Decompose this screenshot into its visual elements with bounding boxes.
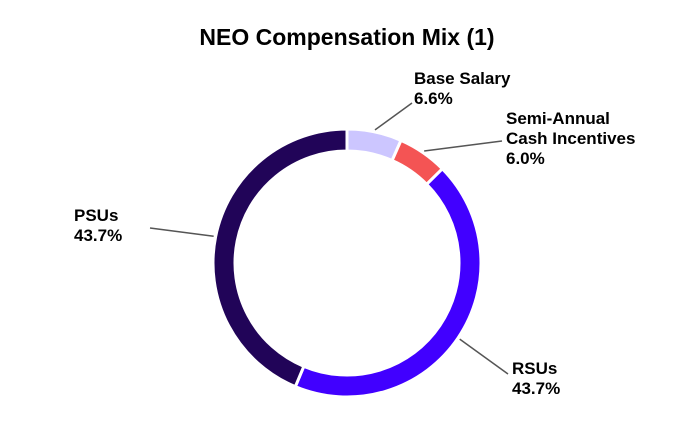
slice-label-psus: PSUs	[74, 206, 118, 225]
chart-title: NEO Compensation Mix (1)	[199, 24, 495, 50]
slice-value-psus: 43.7%	[74, 226, 122, 245]
slice-label-semi-annual-cash-incentives: Cash Incentives	[506, 129, 635, 148]
leader-line-rsus	[459, 338, 509, 375]
leader-line-base-salary	[374, 102, 413, 131]
slice-label-rsus: RSUs	[512, 359, 557, 378]
slice-rsus	[293, 166, 483, 399]
slice-value-rsus: 43.7%	[512, 379, 560, 398]
slice-value-base-salary: 6.6%	[414, 89, 453, 108]
slice-label-base-salary: Base Salary	[414, 69, 511, 88]
slice-label-semi-annual-cash-incentives: Semi-Annual	[506, 109, 610, 128]
slice-value-semi-annual-cash-incentives: 6.0%	[506, 149, 545, 168]
leader-line-semi-annual-cash-incentives	[424, 140, 503, 152]
leader-line-psus	[149, 227, 214, 238]
slice-psus	[211, 127, 349, 389]
